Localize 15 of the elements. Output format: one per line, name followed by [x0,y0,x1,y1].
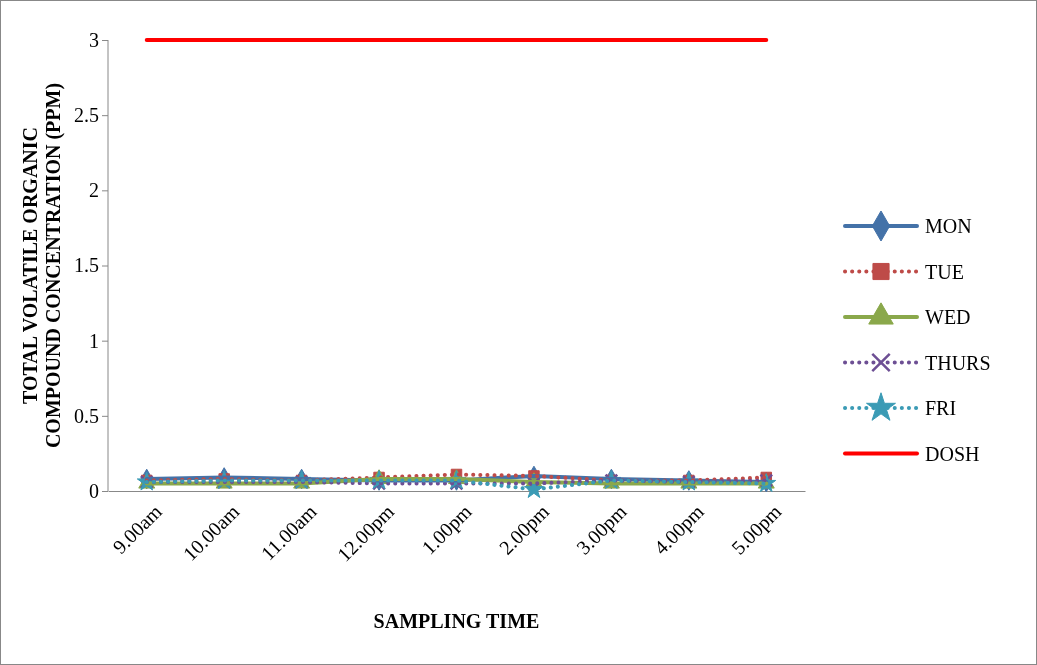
x-axis-title: SAMPLING TIME [373,610,540,632]
y-tick-label: 2.5 [74,104,99,127]
legend-label: DOSH [925,442,980,465]
legend-label: FRI [925,397,957,419]
legend-label: THURS [925,351,991,374]
y-tick-label: 2 [89,179,99,202]
y-axis-title: TOTAL VOLATILE ORGANIC COMPOUND CONCENTRATION (PPM) [19,82,65,449]
y-tick-label: 0 [89,479,99,502]
y-tick-label: 3 [89,28,99,51]
legend-label: TUE [925,260,964,283]
y-tick-label: 1.5 [74,254,99,277]
legend-label: WED [925,306,971,328]
y-tick-label: 0.5 [74,404,99,427]
legend-label: MON [925,215,972,237]
y-tick-label: 1 [89,329,99,352]
